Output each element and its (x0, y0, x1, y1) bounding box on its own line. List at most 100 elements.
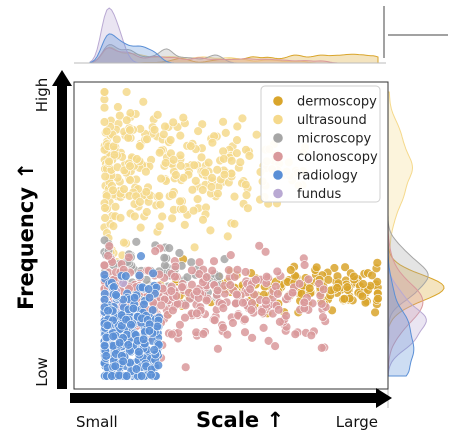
point-ultrasound (132, 154, 142, 164)
point-colonoscopy (156, 300, 166, 310)
point-ultrasound (142, 134, 152, 144)
point-dermoscopy (370, 307, 380, 318)
point-colonoscopy (218, 322, 228, 333)
point-ultrasound (219, 169, 230, 180)
point-colonoscopy (218, 303, 229, 313)
point-radiology (148, 268, 158, 279)
point-radiology (143, 284, 154, 294)
point-colonoscopy (180, 300, 191, 310)
point-colonoscopy (175, 320, 185, 330)
point-ultrasound (189, 160, 199, 170)
x-axis-title: Scale ↑ (196, 408, 284, 432)
point-ultrasound (113, 102, 123, 112)
point-colonoscopy (306, 330, 316, 340)
point-ultrasound (161, 158, 171, 168)
point-colonoscopy (168, 305, 178, 316)
legend-label-colonoscopy: colonoscopy (297, 150, 378, 165)
legend-marker-microscopy (273, 133, 283, 143)
point-ultrasound (119, 184, 129, 194)
point-dermoscopy (332, 283, 342, 293)
point-ultrasound (99, 102, 110, 113)
point-ultrasound (241, 180, 251, 190)
point-colonoscopy (194, 257, 205, 267)
point-ultrasound (125, 175, 135, 185)
point-ultrasound (155, 148, 165, 158)
point-ultrasound (176, 161, 186, 171)
point-ultrasound (243, 203, 253, 213)
point-colonoscopy (222, 329, 233, 340)
point-colonoscopy (99, 260, 110, 270)
legend-marker-dermoscopy (273, 96, 283, 106)
point-colonoscopy (317, 299, 327, 309)
legend-box (260, 85, 381, 203)
point-ultrasound (229, 191, 240, 202)
point-ultrasound (232, 135, 242, 145)
point-ultrasound (135, 141, 145, 151)
right-kde-curves (387, 91, 445, 377)
point-colonoscopy (290, 329, 300, 339)
point-dermoscopy (349, 271, 359, 282)
point-colonoscopy (245, 284, 255, 294)
point-microscopy (174, 248, 185, 258)
point-colonoscopy (187, 265, 197, 276)
point-ultrasound (100, 203, 110, 213)
point-ultrasound (155, 221, 165, 232)
point-ultrasound (121, 87, 132, 97)
point-radiology (136, 371, 147, 381)
point-ultrasound (135, 197, 145, 207)
point-ultrasound (207, 173, 217, 183)
point-radiology (128, 303, 139, 314)
point-dermoscopy (340, 262, 350, 272)
point-ultrasound (232, 148, 242, 158)
point-microscopy (131, 237, 142, 247)
right-marginal (387, 34, 448, 408)
point-colonoscopy (228, 318, 238, 328)
point-radiology (149, 345, 159, 355)
point-colonoscopy (202, 272, 212, 282)
point-ultrasound (104, 156, 114, 167)
point-colonoscopy (212, 285, 223, 296)
point-microscopy (164, 243, 174, 253)
point-ultrasound (235, 157, 246, 167)
point-radiology (114, 338, 125, 348)
point-dermoscopy (358, 279, 368, 289)
point-colonoscopy (318, 312, 328, 322)
point-ultrasound (241, 190, 252, 200)
point-radiology (123, 340, 134, 350)
point-ultrasound (251, 130, 262, 140)
point-colonoscopy (261, 296, 271, 306)
point-dermoscopy (342, 282, 352, 292)
point-ultrasound (108, 185, 118, 195)
legend-label-microscopy: microscopy (297, 132, 372, 147)
point-colonoscopy (294, 279, 305, 289)
point-ultrasound (142, 207, 152, 217)
point-colonoscopy (299, 260, 310, 270)
point-ultrasound (125, 125, 135, 135)
point-ultrasound (153, 110, 163, 120)
point-ultrasound (167, 213, 177, 224)
point-colonoscopy (303, 274, 314, 285)
point-ultrasound (168, 155, 179, 165)
point-ultrasound (200, 167, 210, 178)
point-ultrasound (198, 215, 208, 225)
point-ultrasound (175, 196, 185, 207)
point-ultrasound (136, 222, 146, 233)
scatter-points (99, 87, 383, 381)
point-ultrasound (196, 152, 207, 163)
point-ultrasound (187, 185, 198, 195)
y-axis-arrow (52, 70, 72, 389)
point-ultrasound (191, 176, 201, 186)
x-tick-small: Small (76, 413, 118, 431)
point-dermoscopy (312, 262, 322, 272)
point-colonoscopy (167, 329, 177, 339)
point-colonoscopy (226, 250, 236, 260)
point-radiology (153, 360, 164, 370)
legend-marker-colonoscopy (273, 151, 283, 162)
point-dermoscopy (339, 294, 349, 304)
point-ultrasound (141, 167, 151, 177)
point-ultrasound (189, 242, 200, 253)
point-ultrasound (122, 115, 132, 125)
point-colonoscopy (209, 256, 219, 266)
point-ultrasound (198, 185, 208, 195)
point-radiology (110, 361, 120, 371)
